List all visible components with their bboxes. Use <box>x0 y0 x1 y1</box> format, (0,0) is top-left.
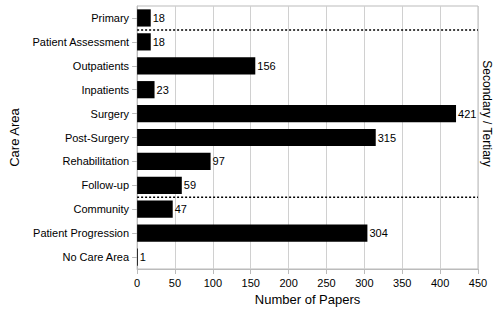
svg-text:100: 100 <box>204 277 222 289</box>
svg-text:Number of Papers: Number of Papers <box>255 292 361 307</box>
svg-text:47: 47 <box>175 203 187 215</box>
svg-text:300: 300 <box>355 277 373 289</box>
svg-text:Outpatients: Outpatients <box>73 60 130 72</box>
svg-text:0: 0 <box>134 277 140 289</box>
svg-text:Community: Community <box>73 203 129 215</box>
svg-text:59: 59 <box>184 179 196 191</box>
svg-text:350: 350 <box>393 277 411 289</box>
svg-text:Primary: Primary <box>91 12 129 24</box>
svg-text:200: 200 <box>279 277 297 289</box>
svg-text:97: 97 <box>213 155 225 167</box>
svg-text:421: 421 <box>458 108 476 120</box>
svg-text:156: 156 <box>257 60 275 72</box>
svg-text:304: 304 <box>369 227 387 239</box>
svg-text:18: 18 <box>153 36 165 48</box>
svg-text:400: 400 <box>431 277 449 289</box>
svg-text:Rehabilitation: Rehabilitation <box>62 155 129 167</box>
svg-text:450: 450 <box>469 277 487 289</box>
svg-text:Inpatients: Inpatients <box>81 84 129 96</box>
svg-text:Secondary / Tertiary: Secondary / Tertiary <box>480 60 494 167</box>
svg-text:18: 18 <box>153 12 165 24</box>
svg-text:Surgery: Surgery <box>91 108 130 120</box>
svg-text:250: 250 <box>317 277 335 289</box>
svg-text:Care Area: Care Area <box>7 107 22 166</box>
svg-text:No Care Area: No Care Area <box>62 251 130 263</box>
svg-text:Patient Progression: Patient Progression <box>33 227 129 239</box>
svg-text:Post-Surgery: Post-Surgery <box>65 132 130 144</box>
svg-text:23: 23 <box>157 84 169 96</box>
svg-text:Patient Assessment: Patient Assessment <box>33 36 130 48</box>
svg-text:315: 315 <box>378 132 396 144</box>
svg-text:1: 1 <box>140 251 146 263</box>
svg-text:Follow-up: Follow-up <box>81 179 129 191</box>
svg-text:50: 50 <box>169 277 181 289</box>
svg-text:150: 150 <box>242 277 260 289</box>
